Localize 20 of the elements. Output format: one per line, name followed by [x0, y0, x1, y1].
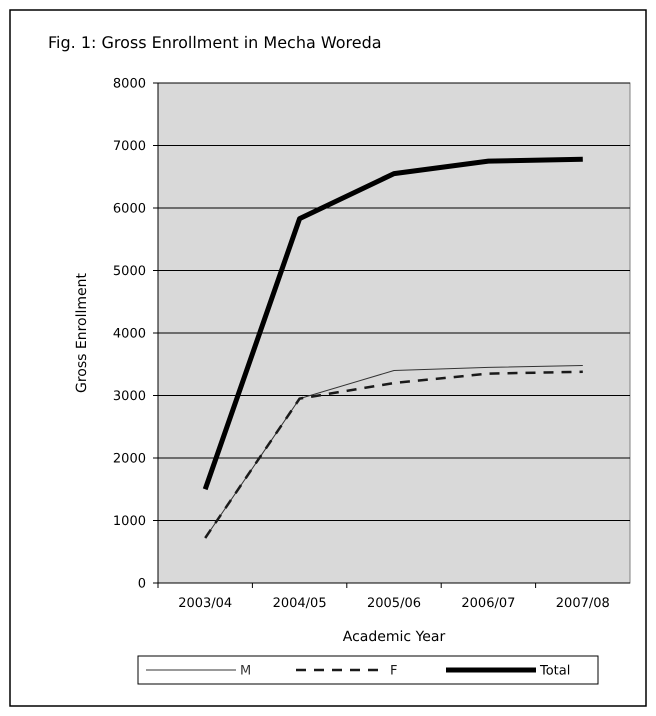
y-tick-label: 3000 — [112, 389, 146, 404]
text: M — [240, 664, 252, 679]
y-tick-label: 0 — [138, 576, 146, 592]
chart-title: Fig. 1: Gross Enrollment in Mecha Woreda — [48, 33, 382, 52]
y-axis-title: Gross Enrollment — [74, 272, 90, 394]
x-tick-label: 2006/07 — [461, 596, 516, 611]
y-tick-label: 5000 — [112, 264, 146, 280]
x-tick-label: 2007/08 — [556, 596, 610, 611]
y-tick-label: 6000 — [112, 202, 146, 217]
x-axis-title: Academic Year — [342, 629, 446, 645]
y-tick-label: 8000 — [112, 76, 146, 92]
y-tick-label: 2000 — [112, 452, 146, 467]
y-tick-label: 7000 — [112, 139, 146, 154]
text: Total — [539, 664, 570, 679]
y-tick-label: 4000 — [112, 326, 146, 342]
text: F — [390, 664, 398, 679]
x-tick-label: 2005/06 — [366, 596, 422, 611]
x-tick-label: 2004/05 — [272, 596, 327, 611]
y-tick-label: 1000 — [112, 514, 146, 530]
x-tick-label: 2003/04 — [178, 596, 232, 611]
